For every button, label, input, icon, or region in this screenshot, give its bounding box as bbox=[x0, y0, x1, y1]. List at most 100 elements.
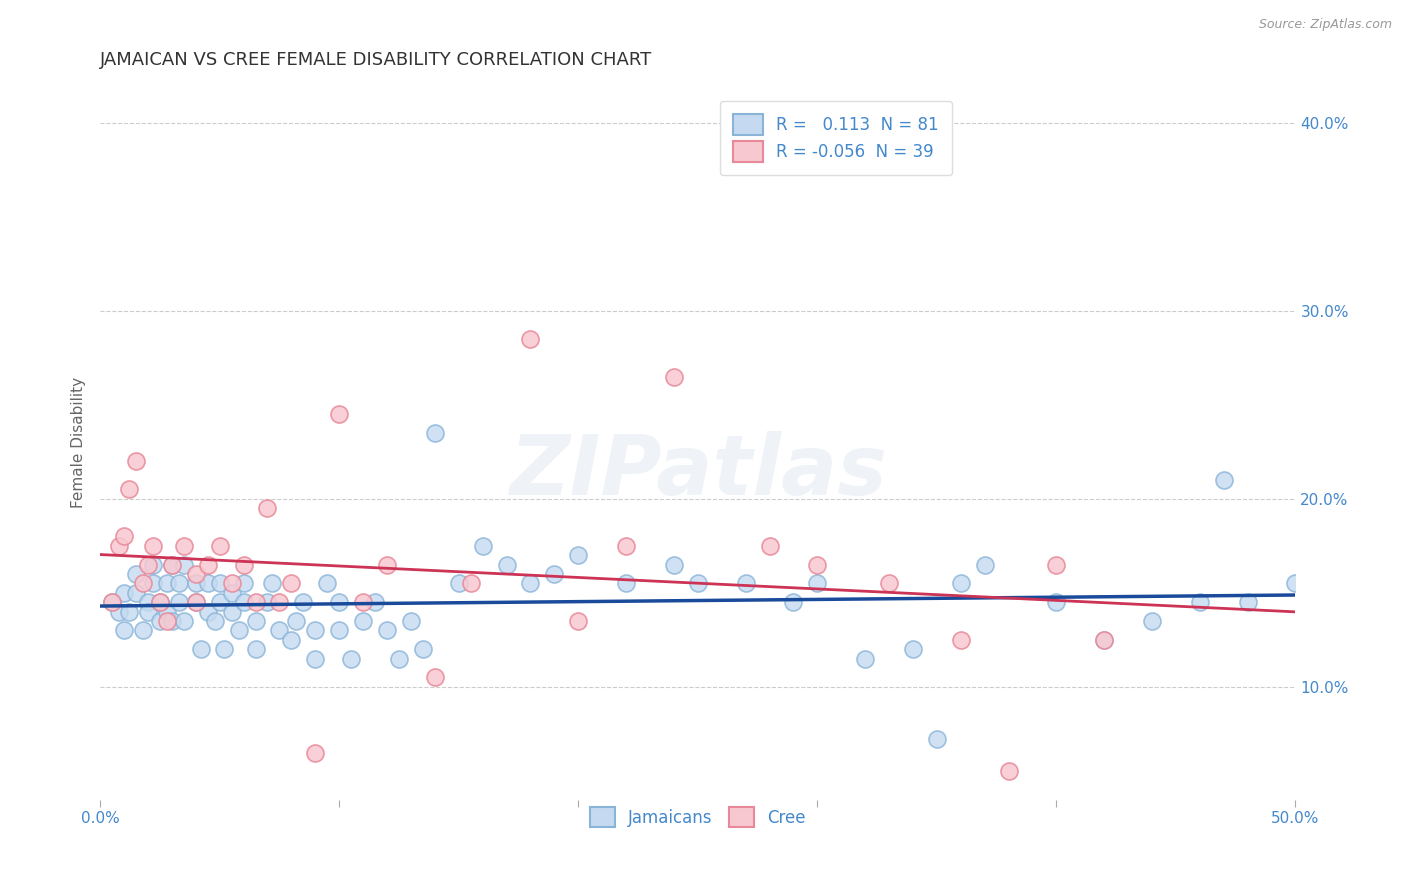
Point bbox=[328, 624, 350, 638]
Point bbox=[125, 586, 148, 600]
Point bbox=[1188, 595, 1211, 609]
Point bbox=[108, 539, 131, 553]
Point bbox=[375, 558, 398, 572]
Point bbox=[208, 539, 231, 553]
Legend: Jamaicans, Cree: Jamaicans, Cree bbox=[583, 800, 813, 834]
Point bbox=[245, 642, 267, 657]
Point bbox=[136, 605, 159, 619]
Point bbox=[136, 558, 159, 572]
Point bbox=[734, 576, 756, 591]
Point bbox=[269, 595, 291, 609]
Point bbox=[167, 595, 190, 609]
Point bbox=[662, 558, 685, 572]
Point bbox=[614, 539, 637, 553]
Point bbox=[108, 605, 131, 619]
Point bbox=[304, 746, 326, 760]
Point bbox=[447, 576, 470, 591]
Point bbox=[1045, 558, 1067, 572]
Point bbox=[877, 576, 900, 591]
Point bbox=[125, 454, 148, 468]
Text: JAMAICAN VS CREE FEMALE DISABILITY CORRELATION CHART: JAMAICAN VS CREE FEMALE DISABILITY CORRE… bbox=[100, 51, 652, 69]
Point bbox=[262, 576, 284, 591]
Point bbox=[460, 576, 482, 591]
Point bbox=[949, 576, 972, 591]
Point bbox=[901, 642, 924, 657]
Point bbox=[316, 576, 339, 591]
Point bbox=[184, 576, 207, 591]
Point bbox=[156, 576, 179, 591]
Point bbox=[221, 576, 243, 591]
Point bbox=[245, 614, 267, 628]
Point bbox=[567, 614, 589, 628]
Text: ZIPatlas: ZIPatlas bbox=[509, 431, 887, 512]
Point bbox=[567, 548, 589, 562]
Point bbox=[156, 614, 179, 628]
Point bbox=[285, 614, 308, 628]
Point bbox=[136, 595, 159, 609]
Point bbox=[173, 539, 195, 553]
Point bbox=[149, 614, 172, 628]
Point bbox=[364, 595, 387, 609]
Point bbox=[232, 576, 254, 591]
Point bbox=[112, 624, 135, 638]
Point bbox=[292, 595, 315, 609]
Point bbox=[221, 605, 243, 619]
Point bbox=[132, 576, 155, 591]
Point bbox=[1236, 595, 1258, 609]
Point bbox=[160, 558, 183, 572]
Point bbox=[495, 558, 517, 572]
Point bbox=[208, 595, 231, 609]
Point bbox=[204, 614, 226, 628]
Text: Source: ZipAtlas.com: Source: ZipAtlas.com bbox=[1258, 18, 1392, 31]
Point bbox=[142, 539, 165, 553]
Point bbox=[101, 595, 124, 609]
Point bbox=[142, 576, 165, 591]
Point bbox=[304, 624, 326, 638]
Point bbox=[245, 595, 267, 609]
Point bbox=[142, 558, 165, 572]
Point bbox=[304, 651, 326, 665]
Point bbox=[997, 764, 1019, 779]
Point bbox=[149, 595, 172, 609]
Point bbox=[686, 576, 709, 591]
Point bbox=[782, 595, 804, 609]
Point bbox=[543, 567, 565, 582]
Point bbox=[208, 576, 231, 591]
Point bbox=[1284, 576, 1306, 591]
Point bbox=[184, 595, 207, 609]
Point bbox=[423, 426, 446, 441]
Point bbox=[197, 558, 219, 572]
Point bbox=[160, 558, 183, 572]
Point bbox=[328, 407, 350, 421]
Point bbox=[375, 624, 398, 638]
Point bbox=[173, 614, 195, 628]
Point bbox=[156, 605, 179, 619]
Point bbox=[1045, 595, 1067, 609]
Point bbox=[118, 605, 141, 619]
Point bbox=[269, 624, 291, 638]
Point bbox=[328, 595, 350, 609]
Point bbox=[228, 624, 250, 638]
Point bbox=[232, 595, 254, 609]
Point bbox=[232, 558, 254, 572]
Point bbox=[925, 732, 948, 747]
Point bbox=[519, 576, 541, 591]
Y-axis label: Female Disability: Female Disability bbox=[72, 377, 86, 508]
Point bbox=[423, 670, 446, 684]
Point bbox=[806, 558, 828, 572]
Point bbox=[256, 501, 278, 516]
Point bbox=[101, 595, 124, 609]
Point bbox=[340, 651, 363, 665]
Point bbox=[125, 567, 148, 582]
Point bbox=[949, 632, 972, 647]
Point bbox=[1092, 632, 1115, 647]
Point bbox=[173, 558, 195, 572]
Point bbox=[149, 595, 172, 609]
Point bbox=[1092, 632, 1115, 647]
Point bbox=[167, 576, 190, 591]
Point bbox=[758, 539, 780, 553]
Point bbox=[184, 595, 207, 609]
Point bbox=[184, 567, 207, 582]
Point bbox=[190, 642, 212, 657]
Point bbox=[614, 576, 637, 591]
